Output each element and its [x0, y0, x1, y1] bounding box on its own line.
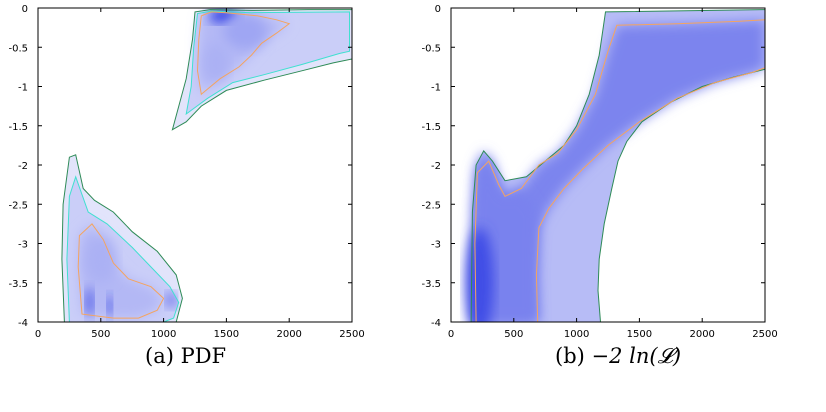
- plot-area: [465, 9, 765, 322]
- caption-a-text: PDF: [180, 344, 227, 368]
- y-tick-label: -1.5: [8, 122, 28, 133]
- y-tick-label: 0: [22, 4, 28, 15]
- x-tick-label: 2500: [339, 329, 364, 340]
- contour-inner: [196, 11, 291, 96]
- y-tick-label: -3.5: [421, 279, 441, 290]
- density-region: [171, 8, 352, 131]
- contour-outer: [61, 154, 183, 322]
- y-tick-label: 0: [435, 4, 441, 15]
- density-hotspot: [85, 286, 94, 319]
- x-tick-label: 1000: [564, 329, 589, 340]
- y-tick-label: -0.5: [8, 43, 28, 54]
- plot-area: [61, 8, 352, 322]
- x-tick-label: 500: [91, 329, 110, 340]
- y-tick-label: -4: [431, 318, 441, 329]
- density-peak: [465, 227, 494, 322]
- density-hotspot: [85, 235, 117, 283]
- y-tick-label: -2: [18, 161, 28, 172]
- contour-outer: [171, 9, 352, 131]
- y-tick-label: -2: [431, 161, 441, 172]
- density-region: [465, 9, 765, 322]
- y-tick-label: -3: [18, 240, 28, 251]
- y-tick-label: -0.5: [421, 43, 441, 54]
- contour-inner: [77, 223, 165, 319]
- density-hotspot: [107, 294, 113, 319]
- caption-b-tag: (b): [555, 344, 585, 368]
- y-tick-label: -1: [431, 83, 441, 94]
- x-tick-label: 500: [504, 329, 523, 340]
- contour-inner: [474, 19, 765, 322]
- panel-a-pdf: 0 500 1000 1500 2000 2500 0 -0.5 -1 -1.5 -2 -2.5 -3 -…: [8, 4, 364, 368]
- likelihood-heatmap-chart: 0 500 1000 1500 2000 2500 0 -0.5 -1 -1.5 -2 -2.5 -3 -…: [421, 4, 777, 340]
- x-tick-label: 2000: [276, 329, 301, 340]
- y-tick-label: -2.5: [8, 200, 28, 211]
- caption-b: (b) −2 ln(𝓛): [555, 344, 681, 369]
- contour-outer: [470, 9, 765, 322]
- y-tick-label: -3.5: [8, 279, 28, 290]
- contour-middle: [185, 10, 350, 116]
- density-region: [61, 154, 183, 322]
- y-tick-label: -1: [18, 83, 28, 94]
- density-hotspot: [223, 13, 268, 50]
- caption-a-tag: (a): [145, 344, 174, 368]
- x-tick-label: 0: [448, 329, 454, 340]
- y-tick-label: -2.5: [421, 200, 441, 211]
- x-tick-label: 1500: [214, 329, 239, 340]
- x-tick-label: 1000: [151, 329, 176, 340]
- density-hotspot: [203, 43, 229, 83]
- y-tick-label: -4: [18, 318, 28, 329]
- caption-b-text: −2 ln(𝓛): [591, 344, 682, 368]
- x-tick-label: 1500: [627, 329, 652, 340]
- density-hotspot: [166, 292, 177, 308]
- contour-middle: [66, 175, 180, 322]
- x-tick-label: 0: [35, 329, 41, 340]
- x-tick-label: 2000: [689, 329, 714, 340]
- panel-b-likelihood: 0 500 1000 1500 2000 2500 0 -0.5 -1 -1.5 -2 -2.5 -3 -…: [413, 0, 826, 412]
- x-tick-label: 2500: [752, 329, 777, 340]
- pdf-heatmap-chart: 0 500 1000 1500 2000 2500 0 -0.5 -1 -1.5 -2 -2.5 -3 -…: [8, 4, 364, 340]
- y-tick-label: -3: [431, 240, 441, 251]
- caption-a: (a) PDF: [145, 344, 226, 368]
- y-tick-label: -1.5: [421, 122, 441, 133]
